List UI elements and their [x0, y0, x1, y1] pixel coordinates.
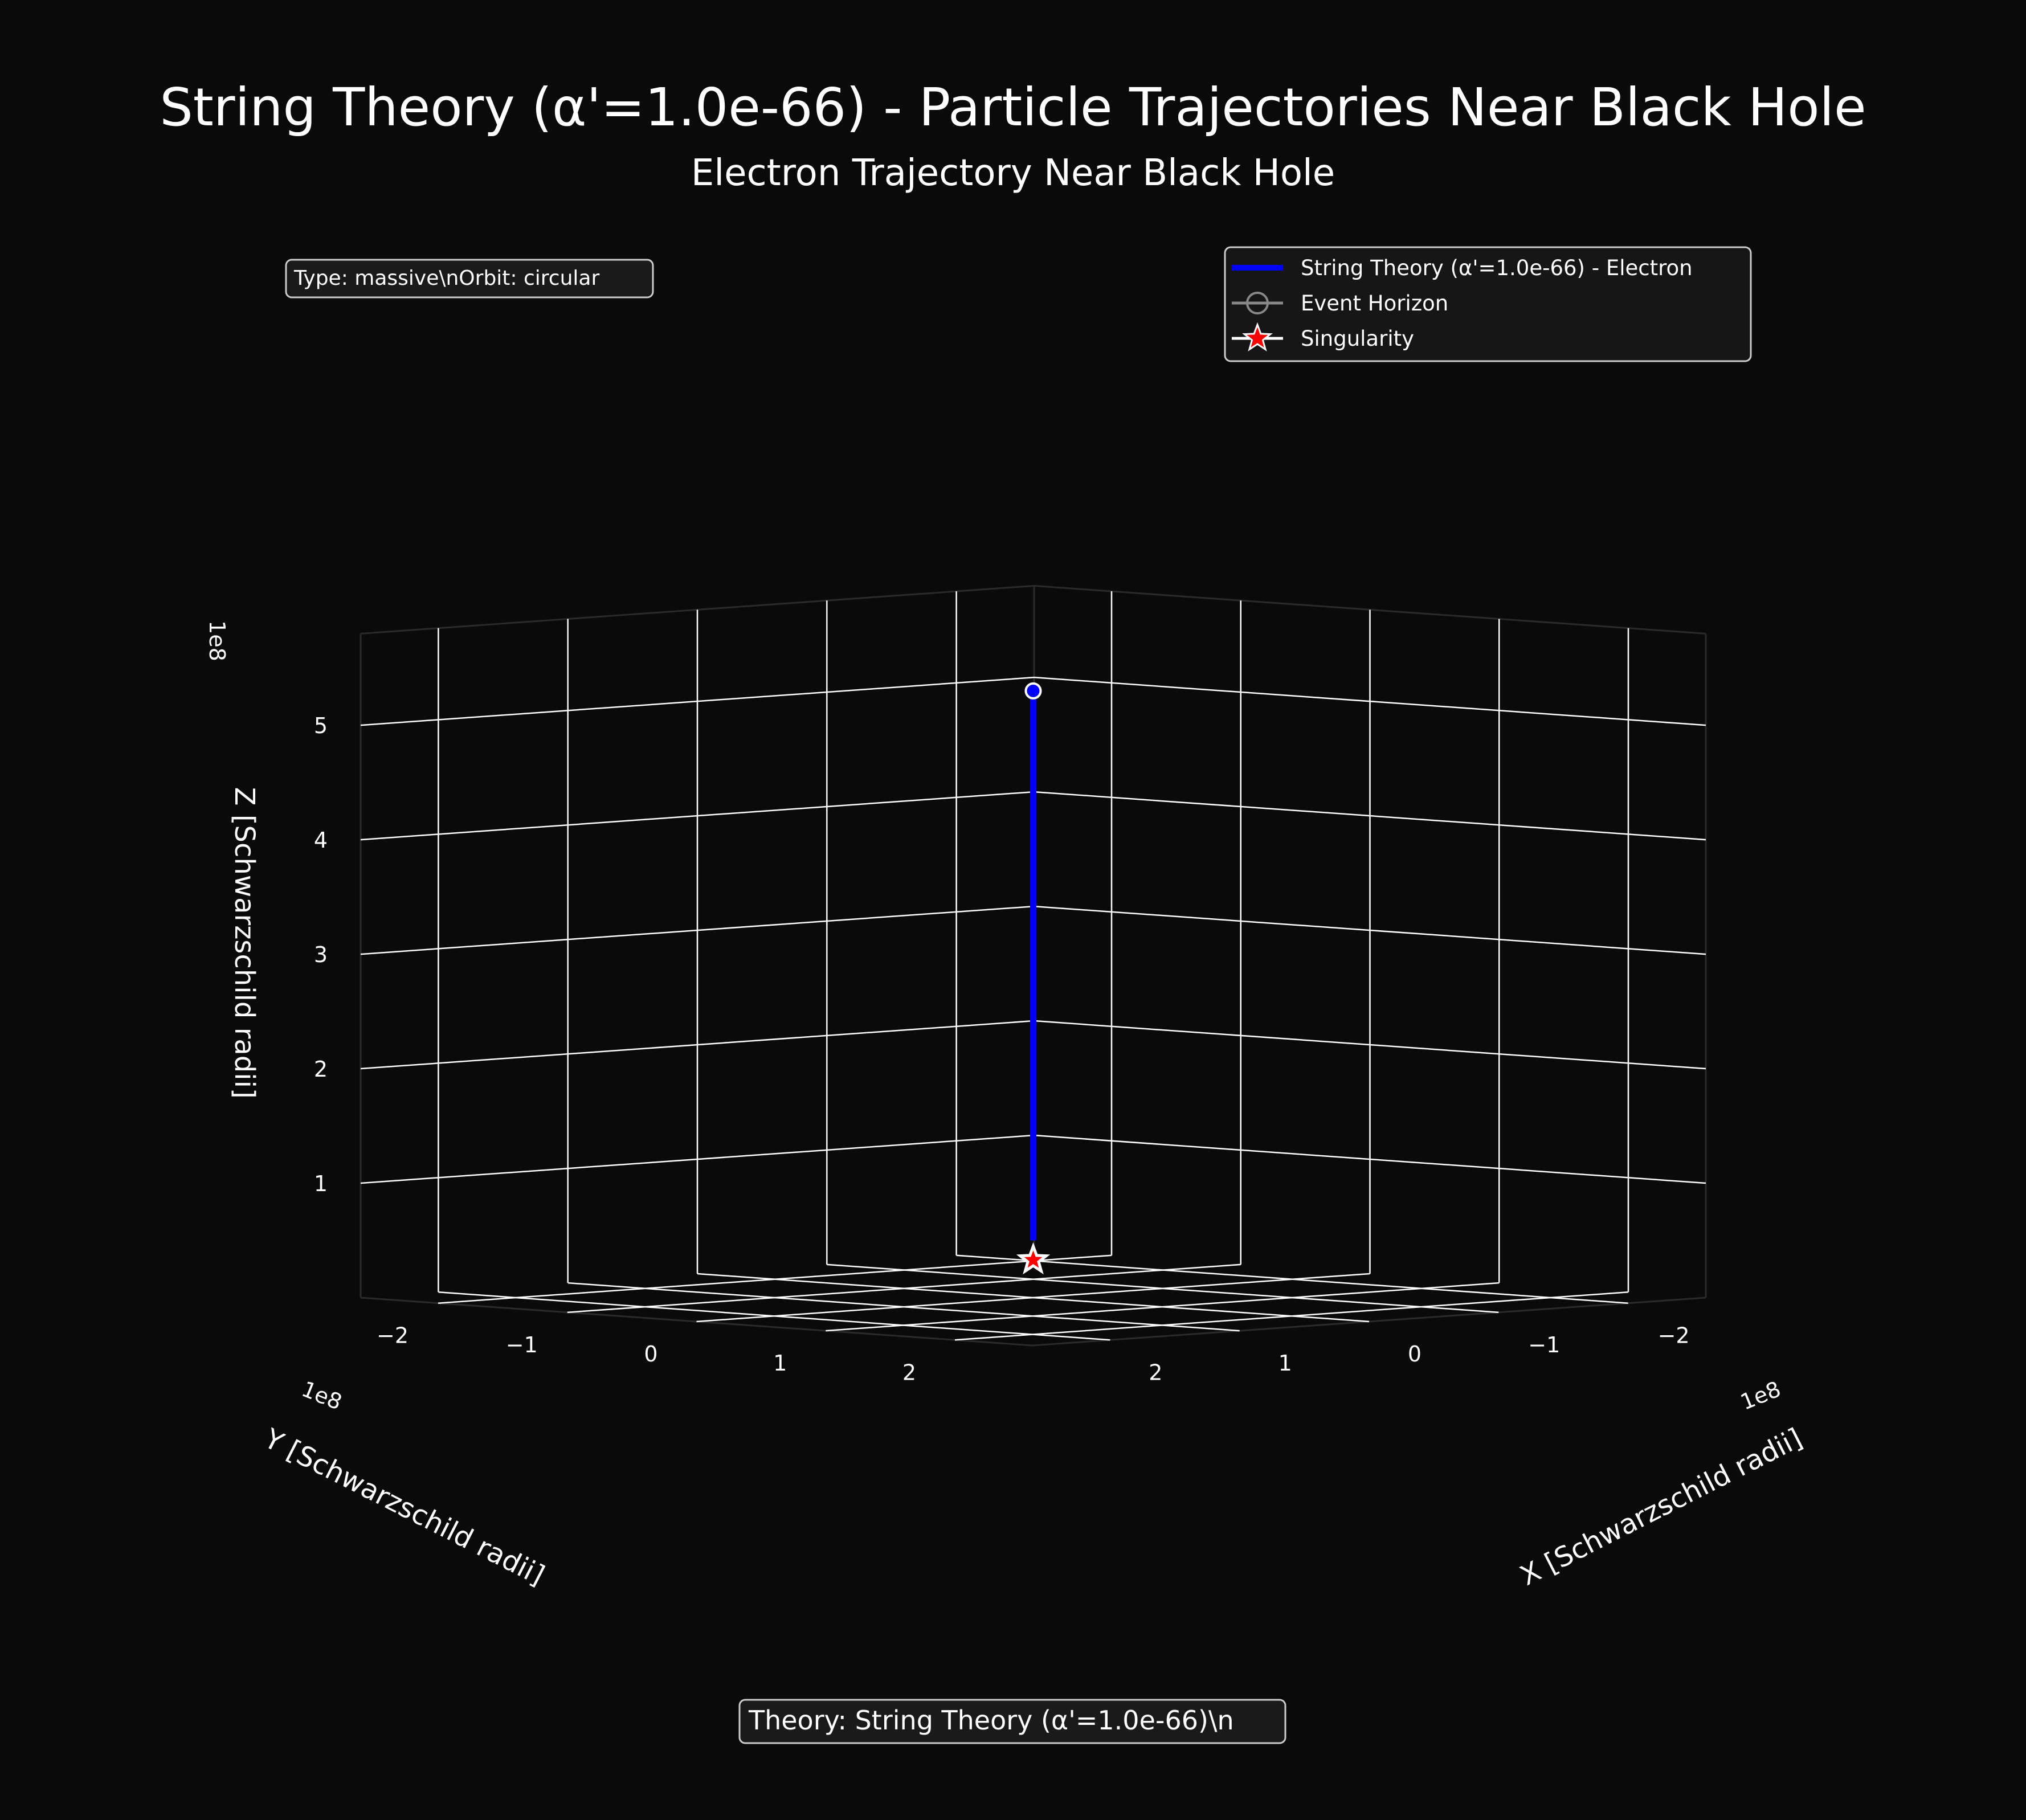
- legend: String Theory (α'=1.0e-66) - Electron Ev…: [1224, 246, 1752, 362]
- x-tick-label: 2: [1149, 1360, 1162, 1385]
- gridline-floor-y: [696, 1273, 1370, 1323]
- z-tick-label: 2: [314, 1057, 328, 1082]
- subtitle: Electron Trajectory Near Black Hole: [691, 152, 1335, 194]
- legend-event-horizon-icon: [1246, 292, 1269, 314]
- y-tick-label: −2: [377, 1323, 409, 1348]
- gridline-wall-z-left: [360, 1134, 1035, 1184]
- y-tick-label: −1: [506, 1332, 538, 1357]
- gridline-wall-z-right: [1034, 1134, 1706, 1184]
- x-tick-label: 0: [1408, 1342, 1422, 1367]
- y-tick-label: 0: [644, 1342, 657, 1367]
- legend-singularity-star-icon: [1242, 322, 1273, 351]
- z-offset-text: 1e8: [205, 620, 230, 661]
- suptitle: String Theory (α'=1.0e-66) - Particle Tr…: [160, 77, 1866, 138]
- legend-label-singularity: Singularity: [1301, 326, 1414, 351]
- z-tick-label: 3: [314, 942, 328, 967]
- z-axis-label: Z [Schwarzschild radii]: [228, 787, 260, 1099]
- x-tick-label: −1: [1528, 1332, 1560, 1357]
- gridline-wall-z-right: [1034, 905, 1706, 955]
- theory-box-frame: [738, 1699, 1286, 1744]
- gridline-floor-y: [826, 1282, 1500, 1332]
- info-box-text: Type: massive\nOrbit: circular: [293, 267, 599, 290]
- info-box-frame: [285, 259, 654, 298]
- legend-frame: [1224, 246, 1752, 362]
- gridline-wall-z-right: [1034, 791, 1706, 841]
- x-tick-label: 1: [1278, 1351, 1292, 1376]
- theory-box-text: Theory: String Theory (α'=1.0e-66)\n: [748, 1705, 1234, 1736]
- z-tick-label: 1: [314, 1171, 328, 1196]
- x-tick-label: −2: [1658, 1323, 1690, 1348]
- z-tick-label: 5: [314, 713, 328, 738]
- series-layer: [1016, 682, 1051, 1275]
- gridline-wall-z-left: [360, 1020, 1035, 1070]
- gridline-floor-y: [567, 1263, 1241, 1314]
- legend-label-horizon: Event Horizon: [1301, 291, 1448, 316]
- singularity-star-icon: [1016, 1242, 1051, 1275]
- grid-lines: [360, 591, 1706, 1341]
- theory-box: Theory: String Theory (α'=1.0e-66)\n: [738, 1699, 1286, 1744]
- trajectory-end-marker: [1024, 682, 1042, 700]
- gridline-wall-z-right: [1034, 1020, 1706, 1070]
- gridline-wall-z-left: [360, 676, 1035, 726]
- y-tick-label: 1: [773, 1351, 787, 1376]
- tick-labels: −2 −1 0 1 2 −2 −1 0 1 2 1 2 3 4 5: [314, 713, 1690, 1385]
- gridline-floor-y: [438, 1254, 1112, 1304]
- gridline-wall-z-left: [360, 791, 1035, 841]
- y-tick-label: 2: [902, 1360, 916, 1385]
- gridline-floor-y: [954, 1291, 1629, 1341]
- legend-label-electron: String Theory (α'=1.0e-66) - Electron: [1301, 256, 1693, 280]
- gridline-wall-z-right: [1034, 676, 1706, 726]
- gridline-wall-z-left: [360, 905, 1035, 955]
- info-box: Type: massive\nOrbit: circular: [285, 259, 654, 298]
- z-tick-label: 4: [314, 828, 328, 853]
